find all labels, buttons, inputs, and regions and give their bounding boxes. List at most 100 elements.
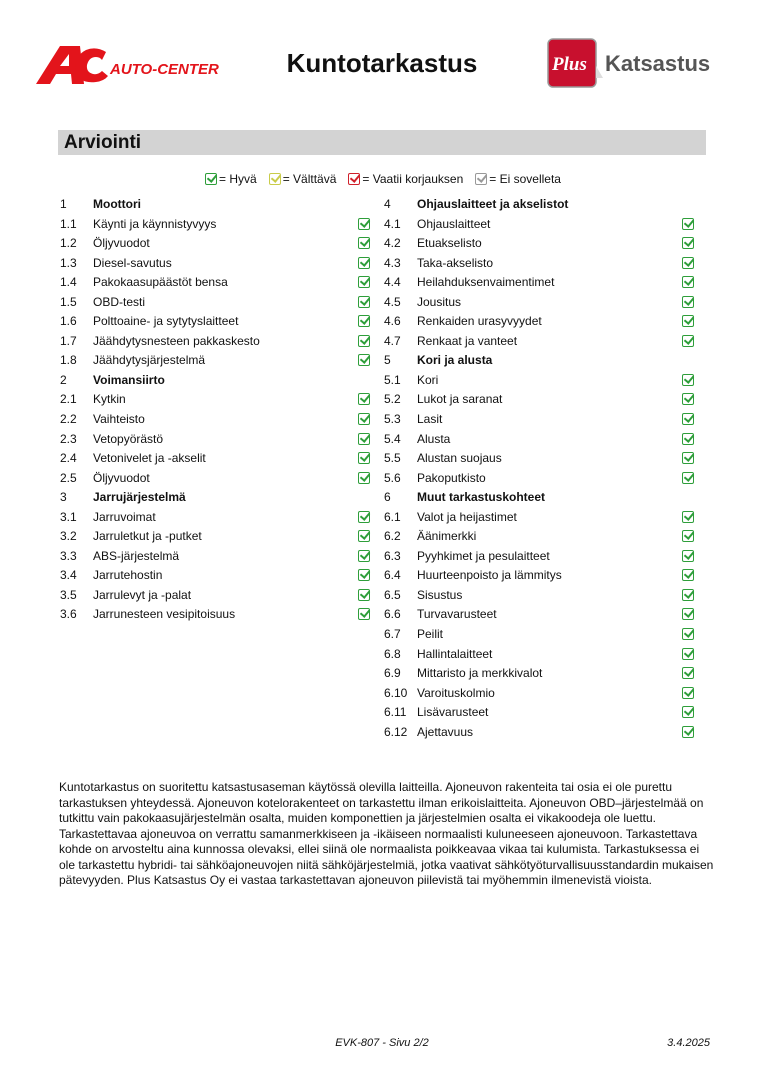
item-number: 6.3 — [384, 548, 401, 563]
item-number: 5 — [384, 353, 391, 368]
checklist-row: 4.4 Heilahduksenvaimentimet — [384, 273, 704, 293]
item-number: 5.5 — [384, 451, 401, 466]
checklist-row: 4.2 Etuakselisto — [384, 234, 704, 254]
checklist-row: 6.8 Hallintalaitteet — [384, 645, 704, 665]
item-label: Muut tarkastuskohteet — [417, 490, 546, 505]
item-number: 6.12 — [384, 724, 408, 739]
checklist-row: 1.3 Diesel-savutus — [60, 254, 380, 274]
item-label: Alusta — [417, 431, 451, 446]
item-label: Lasit — [417, 412, 443, 427]
item-label: Jarrujärjestelmä — [93, 490, 186, 505]
legend-label: = Vaatii korjauksen — [362, 172, 464, 186]
item-label: Alustan suojaus — [417, 451, 502, 466]
checkbox-good-icon — [682, 452, 694, 465]
item-label: Renkaat ja vanteet — [417, 333, 518, 348]
plus-katsastus-logo: Plus Katsastus — [547, 38, 710, 88]
checkbox-good-icon — [358, 510, 370, 523]
checkbox-good-icon — [682, 510, 694, 523]
item-number: 4.2 — [384, 236, 401, 251]
item-number: 6.6 — [384, 607, 401, 622]
item-label: Diesel-savutus — [93, 255, 172, 270]
item-label: Vetonivelet ja -akselit — [93, 451, 206, 466]
item-number: 5.4 — [384, 431, 401, 446]
item-number: 6.9 — [384, 666, 401, 681]
item-number: 4.1 — [384, 216, 401, 231]
checklist-row: 4.6 Renkaiden urasyvyydet — [384, 312, 704, 332]
item-label: Valot ja heijastimet — [417, 509, 517, 524]
checklist-row: 6.2 Äänimerkki — [384, 527, 704, 547]
checkbox-bad-icon — [348, 173, 361, 185]
item-number: 2.4 — [60, 451, 77, 466]
item-number: 3.6 — [60, 607, 77, 622]
item-number: 1.3 — [60, 255, 77, 270]
item-label: Peilit — [417, 627, 444, 642]
item-label: Mittaristo ja merkkivalot — [417, 666, 543, 681]
checklist-row: 3.4 Jarrutehostin — [60, 566, 380, 586]
svg-text:Katsastus: Katsastus — [605, 51, 710, 76]
item-label: Huurteenpoisto ja lämmitys — [417, 568, 562, 583]
footer-date: 3.4.2025 — [667, 1037, 710, 1049]
checkbox-good-icon — [358, 256, 370, 269]
checkbox-good-icon — [358, 588, 370, 601]
checkbox-good-icon — [358, 452, 370, 465]
checklist-column-left: 1 Moottori 1.1 Käynti ja käynnistyvyys 1.2 Öl… — [60, 195, 380, 625]
checkbox-good-icon — [358, 530, 370, 543]
item-label: Ajettavuus — [417, 724, 474, 739]
item-label: Jarrulevyt ja -palat — [93, 587, 192, 602]
item-number: 4.6 — [384, 314, 401, 329]
checklist-row: 5.4 Alusta — [384, 430, 704, 450]
item-number: 1.6 — [60, 314, 77, 329]
item-label: Kori — [417, 372, 439, 387]
checkbox-good-icon — [358, 334, 370, 347]
item-number: 3.4 — [60, 568, 77, 583]
checklist-row: 6.5 Sisustus — [384, 586, 704, 606]
item-label: Renkaiden urasyvyydet — [417, 314, 542, 329]
item-number: 6.2 — [384, 529, 401, 544]
item-label: Öljyvuodot — [93, 470, 150, 485]
checkbox-good-icon — [358, 569, 370, 582]
checkbox-na-icon — [475, 173, 488, 185]
checkbox-good-icon — [358, 393, 370, 406]
item-label: Käynti ja käynnistyvyys — [93, 216, 217, 231]
checkbox-good-icon — [358, 471, 370, 484]
item-label: Jarrunesteen vesipitoisuus — [93, 607, 236, 622]
item-number: 6 — [384, 490, 391, 505]
checklist-row: 2.1 Kytkin — [60, 390, 380, 410]
checklist-row: 2.2 Vaihteisto — [60, 410, 380, 430]
checklist-row: 6.1 Valot ja heijastimet — [384, 508, 704, 528]
checklist-row: 1.2 Öljyvuodot — [60, 234, 380, 254]
item-number: 6.1 — [384, 509, 401, 524]
checkbox-good-icon — [682, 432, 694, 445]
item-number: 6.7 — [384, 627, 401, 642]
checklist-column-right: 4 Ohjauslaitteet ja akselistot 4.1 Ohjausla… — [384, 195, 704, 742]
footer-page: EVK-807 - Sivu 2/2 — [335, 1037, 429, 1049]
checklist-row: 4.3 Taka-akselisto — [384, 254, 704, 274]
checklist-row: 6.11 Lisävarusteet — [384, 703, 704, 723]
checklist-row: 4.1 Ohjauslaitteet — [384, 215, 704, 235]
item-number: 5.1 — [384, 372, 401, 387]
checklist-row: 1.4 Pakokaasupäästöt bensa — [60, 273, 380, 293]
item-label: Varoituskolmio — [417, 685, 495, 700]
item-number: 1.1 — [60, 216, 77, 231]
section-header: Arviointi — [58, 130, 706, 155]
checkbox-good-icon — [358, 217, 370, 230]
checkbox-good-icon — [682, 686, 694, 699]
checklist-row: 6.9 Mittaristo ja merkkivalot — [384, 664, 704, 684]
item-label: Öljyvuodot — [93, 236, 150, 251]
section-title: Arviointi — [64, 132, 142, 153]
category-header: 2 Voimansiirto — [60, 371, 380, 391]
checklist-row: 6.6 Turvavarusteet — [384, 605, 704, 625]
checkbox-good-icon — [682, 569, 694, 582]
checkbox-good-icon — [358, 295, 370, 308]
checkbox-good-icon — [682, 725, 694, 738]
checklist-row: 4.7 Renkaat ja vanteet — [384, 332, 704, 352]
checkbox-good-icon — [682, 315, 694, 328]
category-header: 5 Kori ja alusta — [384, 351, 704, 371]
item-label: Jäähdytysnesteen pakkaskesto — [93, 333, 260, 348]
item-label: Hallintalaitteet — [417, 646, 493, 661]
checkbox-good-icon — [682, 608, 694, 621]
item-label: Turvavarusteet — [417, 607, 497, 622]
item-label: OBD-testi — [93, 294, 146, 309]
item-label: Pyyhkimet ja pesulaitteet — [417, 548, 550, 563]
checkbox-good-icon — [682, 588, 694, 601]
